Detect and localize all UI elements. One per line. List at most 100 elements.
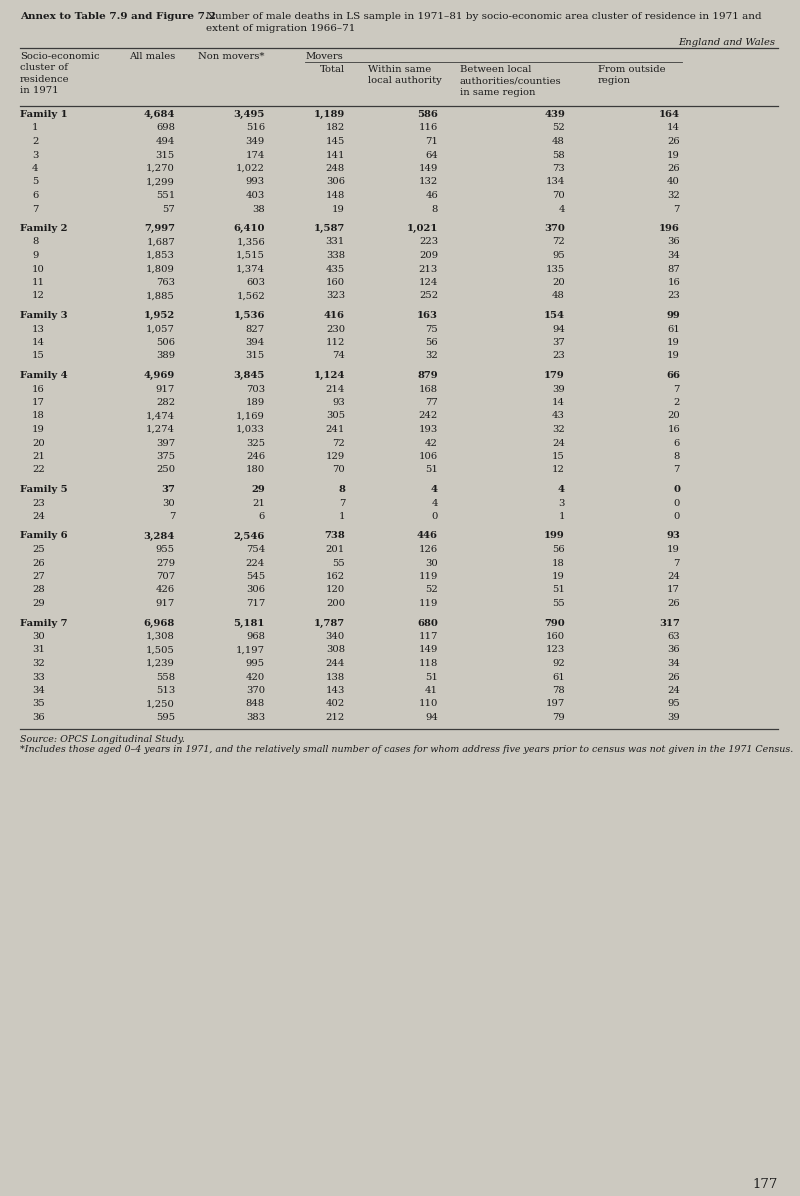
Text: 168: 168 bbox=[419, 384, 438, 393]
Text: All males: All males bbox=[129, 51, 175, 61]
Text: 154: 154 bbox=[544, 311, 565, 321]
Text: 308: 308 bbox=[326, 646, 345, 654]
Text: 36: 36 bbox=[667, 238, 680, 246]
Text: 21: 21 bbox=[252, 499, 265, 507]
Text: 70: 70 bbox=[332, 465, 345, 475]
Text: 135: 135 bbox=[546, 264, 565, 274]
Text: 1,274: 1,274 bbox=[146, 425, 175, 434]
Text: 212: 212 bbox=[326, 713, 345, 722]
Text: Family 2: Family 2 bbox=[20, 224, 67, 233]
Text: 34: 34 bbox=[667, 251, 680, 260]
Text: Source: OPCS Longitudinal Study.: Source: OPCS Longitudinal Study. bbox=[20, 736, 185, 744]
Text: 4: 4 bbox=[32, 164, 38, 173]
Text: 61: 61 bbox=[667, 324, 680, 334]
Text: 30: 30 bbox=[32, 631, 45, 641]
Text: 248: 248 bbox=[326, 164, 345, 173]
Text: 6: 6 bbox=[258, 512, 265, 521]
Text: 435: 435 bbox=[326, 264, 345, 274]
Text: 26: 26 bbox=[667, 672, 680, 682]
Text: 8: 8 bbox=[32, 238, 38, 246]
Text: 118: 118 bbox=[418, 659, 438, 669]
Text: 149: 149 bbox=[418, 164, 438, 173]
Text: 75: 75 bbox=[426, 324, 438, 334]
Text: 848: 848 bbox=[246, 700, 265, 708]
Text: 15: 15 bbox=[32, 352, 45, 360]
Text: 56: 56 bbox=[552, 545, 565, 554]
Text: 1,299: 1,299 bbox=[146, 177, 175, 187]
Text: 1,809: 1,809 bbox=[146, 264, 175, 274]
Text: 551: 551 bbox=[156, 191, 175, 200]
Text: 1,197: 1,197 bbox=[236, 646, 265, 654]
Text: 1,033: 1,033 bbox=[236, 425, 265, 434]
Text: 134: 134 bbox=[546, 177, 565, 187]
Text: 39: 39 bbox=[552, 384, 565, 393]
Text: 1,787: 1,787 bbox=[314, 618, 345, 628]
Text: 244: 244 bbox=[326, 659, 345, 669]
Text: 162: 162 bbox=[326, 572, 345, 581]
Text: 39: 39 bbox=[667, 713, 680, 722]
Text: 513: 513 bbox=[156, 687, 175, 695]
Text: 4,684: 4,684 bbox=[144, 110, 175, 120]
Text: 375: 375 bbox=[156, 452, 175, 460]
Text: 698: 698 bbox=[156, 123, 175, 133]
Text: 55: 55 bbox=[552, 599, 565, 608]
Text: 7: 7 bbox=[674, 465, 680, 475]
Text: 149: 149 bbox=[418, 646, 438, 654]
Text: 94: 94 bbox=[425, 713, 438, 722]
Text: 19: 19 bbox=[667, 151, 680, 159]
Text: Annex to Table 7.9 and Figure 7.2: Annex to Table 7.9 and Figure 7.2 bbox=[20, 12, 216, 22]
Text: 14: 14 bbox=[552, 398, 565, 407]
Text: 370: 370 bbox=[544, 224, 565, 233]
Text: 14: 14 bbox=[667, 123, 680, 133]
Text: 7,997: 7,997 bbox=[144, 224, 175, 233]
Text: 20: 20 bbox=[667, 411, 680, 421]
Text: 95: 95 bbox=[667, 700, 680, 708]
Text: 370: 370 bbox=[246, 687, 265, 695]
Text: 38: 38 bbox=[252, 205, 265, 214]
Text: 119: 119 bbox=[418, 572, 438, 581]
Text: 26: 26 bbox=[667, 138, 680, 146]
Text: 1,356: 1,356 bbox=[236, 238, 265, 246]
Text: England and Wales: England and Wales bbox=[678, 38, 775, 47]
Text: 306: 306 bbox=[246, 586, 265, 594]
Text: Between local
authorities/counties
in same region: Between local authorities/counties in sa… bbox=[460, 65, 562, 97]
Text: 305: 305 bbox=[326, 411, 345, 421]
Text: 19: 19 bbox=[32, 425, 45, 434]
Text: 340: 340 bbox=[326, 631, 345, 641]
Text: 35: 35 bbox=[32, 700, 45, 708]
Text: 717: 717 bbox=[246, 599, 265, 608]
Text: 71: 71 bbox=[425, 138, 438, 146]
Text: 6: 6 bbox=[674, 439, 680, 447]
Text: 7: 7 bbox=[169, 512, 175, 521]
Text: 51: 51 bbox=[425, 465, 438, 475]
Text: 42: 42 bbox=[425, 439, 438, 447]
Text: 24: 24 bbox=[552, 439, 565, 447]
Text: 242: 242 bbox=[418, 411, 438, 421]
Text: 34: 34 bbox=[32, 687, 45, 695]
Text: 879: 879 bbox=[418, 371, 438, 380]
Text: 230: 230 bbox=[326, 324, 345, 334]
Text: 196: 196 bbox=[659, 224, 680, 233]
Text: 315: 315 bbox=[156, 151, 175, 159]
Text: 199: 199 bbox=[544, 531, 565, 541]
Text: 145: 145 bbox=[326, 138, 345, 146]
Text: 7: 7 bbox=[674, 205, 680, 214]
Text: 117: 117 bbox=[418, 631, 438, 641]
Text: 1,687: 1,687 bbox=[146, 238, 175, 246]
Text: 3: 3 bbox=[558, 499, 565, 507]
Text: 7: 7 bbox=[338, 499, 345, 507]
Text: 707: 707 bbox=[156, 572, 175, 581]
Text: 26: 26 bbox=[32, 559, 45, 567]
Text: 179: 179 bbox=[544, 371, 565, 380]
Text: 180: 180 bbox=[246, 465, 265, 475]
Text: 1,057: 1,057 bbox=[146, 324, 175, 334]
Text: 73: 73 bbox=[552, 164, 565, 173]
Text: 51: 51 bbox=[425, 672, 438, 682]
Text: 132: 132 bbox=[418, 177, 438, 187]
Text: 279: 279 bbox=[156, 559, 175, 567]
Text: 29: 29 bbox=[32, 599, 45, 608]
Text: 23: 23 bbox=[32, 499, 45, 507]
Text: 48: 48 bbox=[552, 138, 565, 146]
Text: 7: 7 bbox=[32, 205, 38, 214]
Text: 397: 397 bbox=[156, 439, 175, 447]
